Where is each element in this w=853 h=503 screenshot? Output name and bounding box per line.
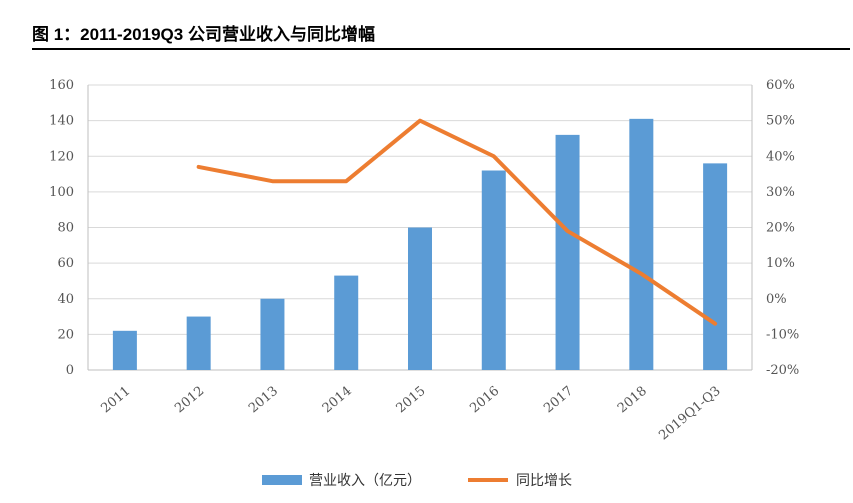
growth-line bbox=[196, 118, 718, 326]
x-tick-label: 2014 bbox=[320, 384, 355, 417]
left-tick-label: 40 bbox=[57, 292, 74, 307]
right-tick-label: 50% bbox=[766, 114, 795, 129]
left-tick-label: 60 bbox=[57, 256, 74, 271]
right-tick-label: 30% bbox=[766, 185, 795, 200]
left-tick-label: 0 bbox=[66, 363, 74, 378]
x-tick-label: 2015 bbox=[394, 384, 429, 417]
bar bbox=[186, 316, 211, 370]
right-tick-label: -20% bbox=[766, 363, 799, 378]
right-tick-label: 10% bbox=[766, 256, 795, 271]
left-tick-label: 20 bbox=[57, 327, 74, 342]
x-tick-label: 2019Q1-Q3 bbox=[656, 384, 723, 444]
x-tick-label: 2013 bbox=[246, 384, 281, 417]
bar bbox=[555, 134, 580, 370]
bar bbox=[260, 298, 285, 370]
bar bbox=[408, 227, 432, 370]
x-tick-label: 2018 bbox=[615, 384, 650, 417]
x-tick-label: 2016 bbox=[467, 384, 502, 417]
left-tick-label: 140 bbox=[49, 114, 74, 129]
chart-title: 图 1：2011-2019Q3 公司营业收入与同比增幅 bbox=[32, 25, 375, 44]
left-tick-label: 100 bbox=[49, 185, 74, 200]
right-tick-label: 0% bbox=[766, 292, 787, 307]
bar bbox=[112, 330, 137, 370]
legend-line-label: 同比增长 bbox=[516, 473, 572, 489]
left-tick-label: 80 bbox=[57, 221, 74, 236]
right-tick-label: 60% bbox=[766, 78, 795, 93]
left-tick-label: 160 bbox=[49, 78, 74, 93]
title-underline bbox=[32, 48, 850, 50]
right-tick-label: 20% bbox=[766, 221, 795, 236]
x-tick-label: 2012 bbox=[172, 384, 207, 417]
bar bbox=[334, 275, 359, 370]
x-tick-label: 2017 bbox=[541, 384, 576, 417]
x-tick-label: 2011 bbox=[98, 384, 133, 417]
right-tick-label: 40% bbox=[766, 149, 795, 164]
legend-bar-swatch bbox=[262, 475, 302, 485]
right-tick-label: -10% bbox=[766, 327, 799, 342]
left-tick-label: 120 bbox=[49, 149, 74, 164]
legend-bar-label: 营业收入（亿元） bbox=[309, 473, 421, 489]
bar bbox=[629, 118, 654, 370]
bar bbox=[703, 163, 728, 370]
bar bbox=[481, 170, 506, 370]
